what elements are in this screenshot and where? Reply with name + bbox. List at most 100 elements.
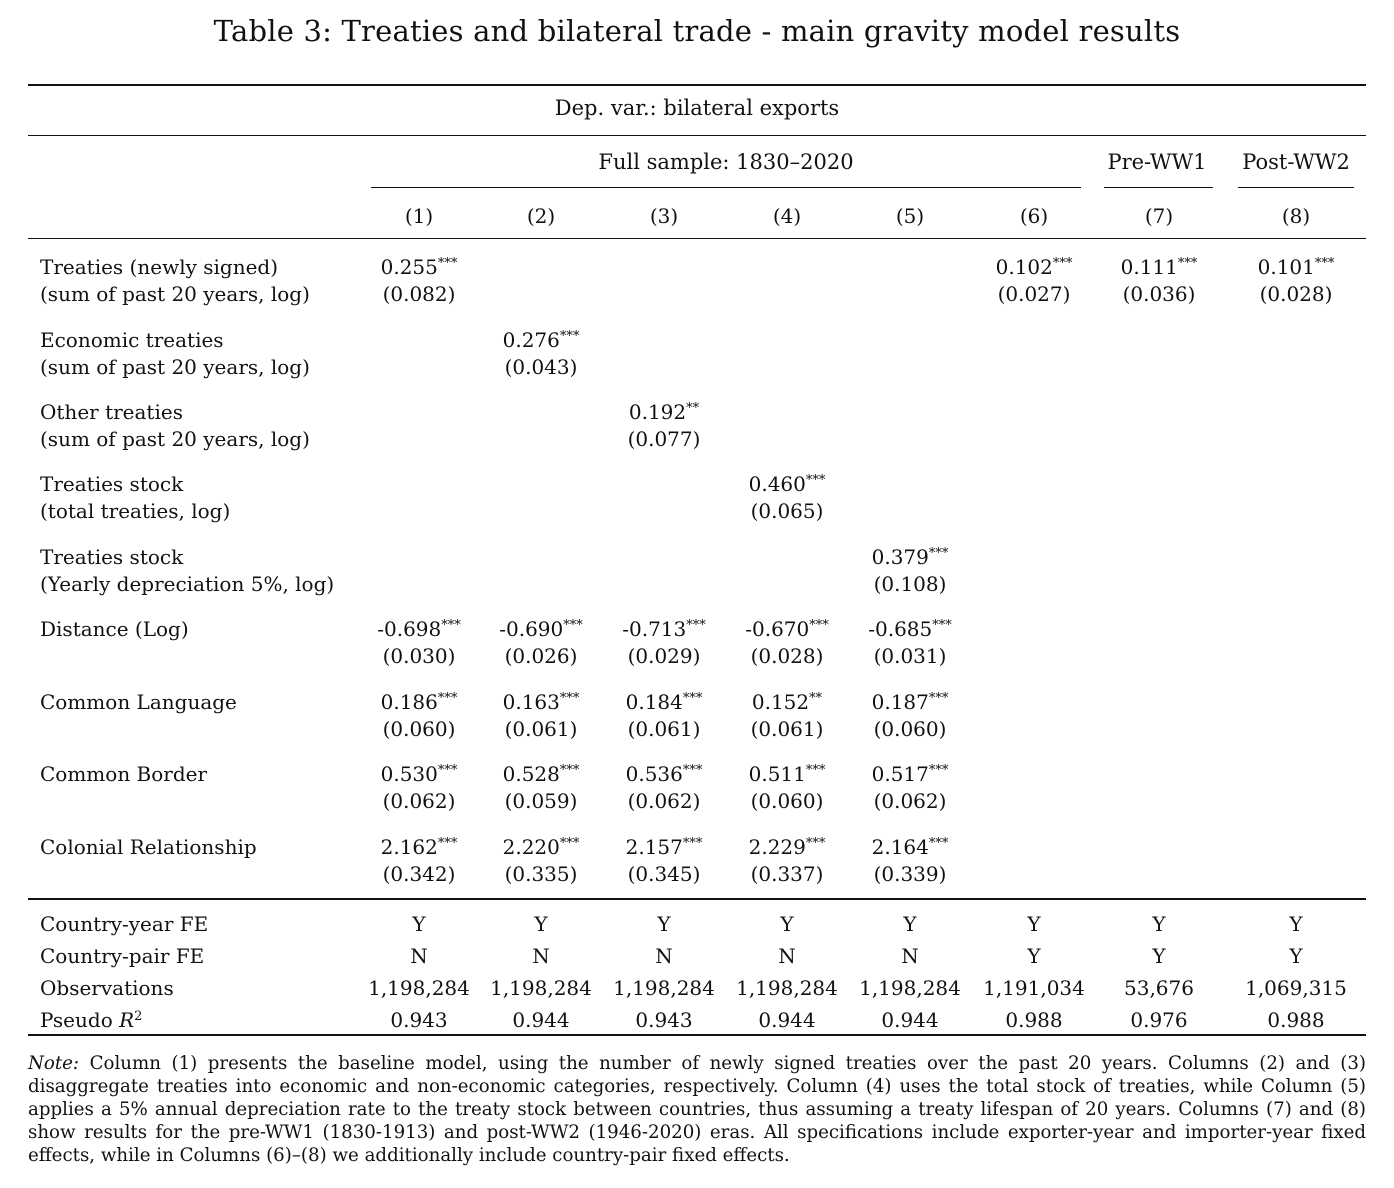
standard-error: (0.060): [382, 717, 456, 741]
significance-stars: ***: [563, 618, 583, 633]
row-label-main: Treaties (newly signed): [40, 255, 279, 279]
standard-error: (0.108): [873, 572, 947, 596]
row-label: Treaties stock (Yearly depreciation 5%, l…: [40, 544, 334, 598]
row-label-main: Economic treaties: [40, 328, 224, 352]
standard-error: (0.077): [627, 427, 701, 451]
coefficient-cell: 0.111*** (0.036): [1089, 254, 1229, 308]
row-label-main: Common Language: [40, 690, 237, 714]
stat-value: 1,198,284: [490, 976, 592, 1000]
column-header-7: (7): [1144, 204, 1174, 228]
row-label: Colonial Relationship: [40, 834, 257, 861]
significance-stars: ***: [682, 836, 703, 851]
coefficient: 0.530: [380, 762, 438, 786]
stat-value: 0.944: [512, 1008, 570, 1032]
significance-stars: ***: [682, 763, 703, 778]
coefficient-cell: 0.163*** (0.061): [471, 689, 611, 743]
coefficient: 0.186: [380, 690, 438, 714]
significance-stars: ***: [805, 763, 826, 778]
coefficient: 0.102: [995, 255, 1053, 279]
significance-stars: ***: [682, 691, 703, 706]
row-label: Treaties stock (total treaties, log): [40, 471, 230, 525]
coefficient-value-line: 0.187***: [840, 689, 980, 716]
significance-stars: ***: [928, 763, 949, 778]
significance-stars: ***: [437, 836, 458, 851]
significance-stars: ***: [686, 618, 706, 633]
group-rule-post-ww2: [1238, 187, 1354, 188]
coefficient: -0.685: [868, 617, 933, 641]
coefficient-cell: 0.530*** (0.062): [349, 761, 489, 815]
coefficient: 0.192: [628, 400, 687, 424]
coefficient: 0.379: [871, 545, 929, 569]
row-label-main: Common Border: [40, 762, 208, 786]
standard-error: (0.335): [504, 862, 578, 886]
stat-label: Observations: [40, 975, 174, 1001]
standard-error: (0.339): [873, 862, 947, 886]
significance-stars: ***: [805, 473, 826, 488]
coefficient-cell: 0.379*** (0.108): [840, 544, 980, 598]
stat-value: 0.943: [635, 1008, 693, 1032]
significance-stars: ***: [928, 691, 949, 706]
stat-value: 1,198,284: [859, 976, 961, 1000]
coefficient-value-line: -0.685***: [840, 616, 980, 643]
coefficient: 2.220: [502, 835, 560, 859]
stat-value: N: [655, 944, 673, 968]
dependent-variable-header: Dep. var.: bilateral exports: [554, 96, 840, 120]
standard-error: (0.062): [382, 789, 456, 813]
standard-error: (0.031): [873, 644, 947, 668]
stat-value: Y: [1289, 912, 1303, 936]
coefficient-cell: 0.152** (0.061): [717, 689, 857, 743]
stat-label-text: Pseudo R: [40, 1008, 134, 1032]
stat-label-prefix: Pseudo: [40, 1008, 120, 1032]
stat-value: Y: [780, 912, 794, 936]
standard-error: (0.026): [504, 644, 578, 668]
coefficient-cell: -0.685*** (0.031): [840, 616, 980, 670]
standard-error: (0.061): [504, 717, 578, 741]
stat-value: Y: [903, 912, 917, 936]
coefficient-cell: 0.192** (0.077): [594, 399, 734, 453]
note-text: Column (1) presents the baseline model, …: [28, 1053, 1366, 1166]
coefficient-value-line: -0.670***: [717, 616, 857, 643]
coefficient-cell: 0.536*** (0.062): [594, 761, 734, 815]
row-label-main: Treaties stock: [40, 545, 184, 569]
significance-stars: **: [686, 401, 700, 416]
coefficient-cell: 2.229*** (0.337): [717, 834, 857, 888]
stat-value: 1,069,315: [1245, 976, 1347, 1000]
column-header-4: (4): [772, 204, 802, 228]
coefficient: 2.162: [380, 835, 438, 859]
coefficient-value-line: 2.220***: [471, 834, 611, 861]
coefficient: 0.152: [751, 690, 810, 714]
note-lead: Note:: [28, 1053, 80, 1074]
coefficient-cell: -0.698*** (0.030): [349, 616, 489, 670]
standard-error: (0.060): [873, 717, 947, 741]
standard-error: (0.337): [750, 862, 824, 886]
standard-error: (0.029): [627, 644, 701, 668]
coefficient-cell: 0.186*** (0.060): [349, 689, 489, 743]
standard-error: (0.342): [382, 862, 456, 886]
coefficient-value-line: 0.517***: [840, 761, 980, 788]
coefficient-value-line: 0.186***: [349, 689, 489, 716]
coefficient: 0.460: [748, 472, 806, 496]
standard-error: (0.062): [627, 789, 701, 813]
coefficient-value-line: 0.152**: [717, 689, 857, 716]
column-header-6: (6): [1019, 204, 1049, 228]
stat-value: N: [532, 944, 550, 968]
standard-error: (0.061): [627, 717, 701, 741]
stat-value: N: [410, 944, 428, 968]
coefficient-cell: 2.157*** (0.345): [594, 834, 734, 888]
stat-value: Y: [534, 912, 548, 936]
row-label: Treaties (newly signed) (sum of past 20 y…: [40, 254, 310, 308]
stat-value: N: [901, 944, 919, 968]
standard-error: (0.027): [997, 282, 1071, 306]
significance-stars: ***: [1177, 256, 1198, 271]
row-label-main: Treaties stock: [40, 472, 184, 496]
coefficient: 2.164: [871, 835, 929, 859]
significance-stars: ***: [1052, 256, 1073, 271]
row-label-sub: (sum of past 20 years, log): [40, 355, 310, 379]
stat-label-symbol: R: [119, 1008, 135, 1032]
coefficient: 0.111: [1120, 255, 1178, 279]
coefficient-cell: 2.220*** (0.335): [471, 834, 611, 888]
stat-label: Country-pair FE: [40, 943, 204, 969]
group-rule-pre-ww1: [1104, 187, 1213, 188]
stat-value: 1,198,284: [368, 976, 470, 1000]
row-label-sub: (Yearly depreciation 5%, log): [40, 572, 335, 596]
